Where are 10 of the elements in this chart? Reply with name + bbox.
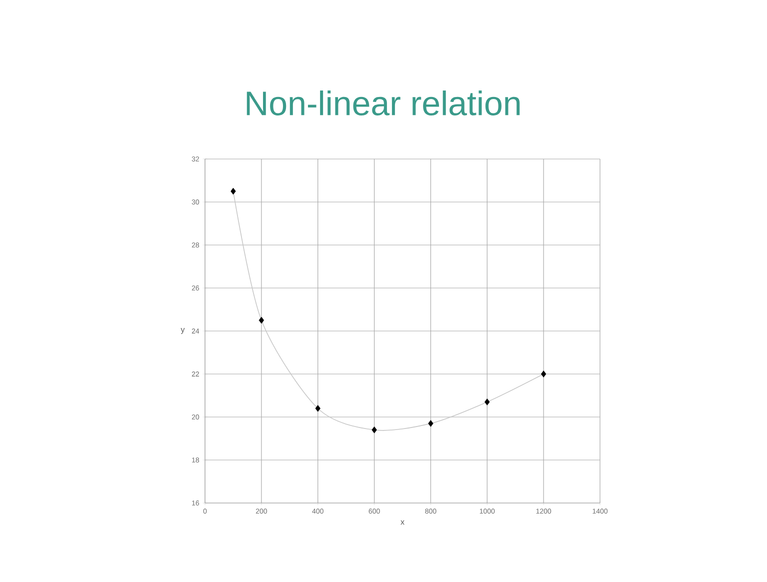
point — [484, 398, 490, 406]
point — [428, 420, 434, 427]
point — [540, 370, 546, 378]
point — [230, 188, 236, 195]
point — [315, 405, 320, 412]
chart-title: Non-linear relation — [246, 90, 520, 116]
y-axis-title: y — [180, 328, 185, 334]
x-axis-title: x — [400, 520, 404, 525]
point — [372, 426, 377, 434]
point — [258, 316, 264, 324]
